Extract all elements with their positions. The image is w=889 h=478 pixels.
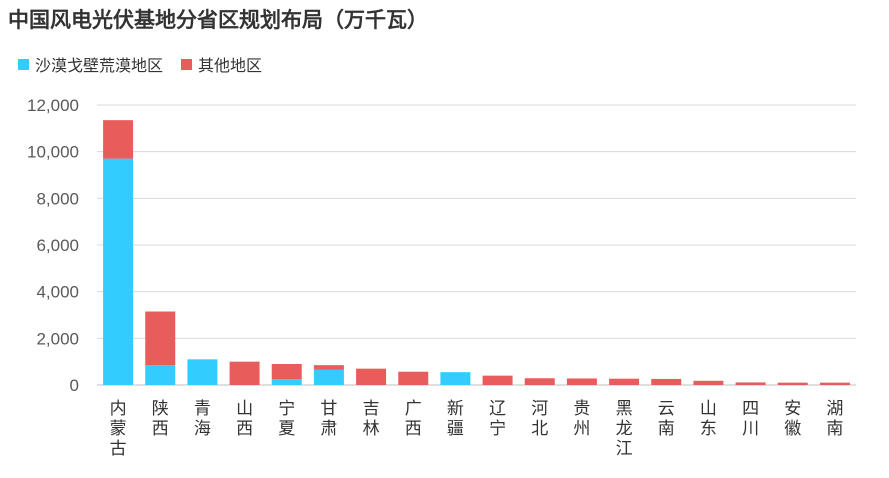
- x-category-label: 西: [405, 419, 422, 439]
- bar-segment-desert: [271, 379, 302, 385]
- bar-segment-other: [777, 382, 808, 385]
- legend-item-other: 其他地区: [181, 52, 262, 76]
- x-category-label: 新: [447, 399, 464, 419]
- legend-swatch-other: [181, 58, 193, 70]
- bar-segment-other: [145, 311, 176, 366]
- legend-label-desert: 沙漠戈壁荒漠地区: [35, 56, 164, 75]
- x-category-label: 南: [826, 419, 843, 439]
- x-category-label: 州: [573, 419, 590, 439]
- y-tick-label: 4,000: [36, 283, 79, 302]
- bar-segment-desert: [103, 158, 134, 385]
- legend-label-other: 其他地区: [198, 56, 263, 75]
- x-category-label: 河: [531, 399, 548, 419]
- legend: 沙漠戈壁荒漠地区 其他地区: [18, 52, 280, 76]
- x-category-label: 龙: [616, 419, 633, 439]
- bar-segment-other: [482, 375, 513, 385]
- bar-segment-desert: [313, 369, 344, 385]
- x-category-label: 宁: [489, 419, 506, 439]
- x-category-label: 江: [616, 439, 633, 459]
- x-category-label: 辽: [489, 399, 506, 419]
- x-category-label: 甘: [320, 399, 337, 419]
- bar-segment-other: [356, 368, 387, 385]
- bars: [103, 120, 850, 385]
- x-category-label: 山: [236, 399, 253, 419]
- x-category-label: 海: [194, 419, 211, 439]
- bar-segment-other: [609, 378, 640, 385]
- x-category-label: 吉: [363, 399, 380, 419]
- y-tick-label: 0: [70, 376, 79, 395]
- x-category-label: 广: [405, 399, 422, 419]
- x-category-label: 蒙: [110, 419, 127, 439]
- x-category-label: 宁: [278, 399, 295, 419]
- x-category-label: 四: [742, 399, 759, 419]
- x-category-label: 青: [194, 399, 211, 419]
- x-category-label: 内: [110, 399, 127, 419]
- bar-segment-other: [313, 365, 344, 370]
- x-category-label: 川: [742, 419, 759, 439]
- x-category-label: 疆: [447, 419, 464, 439]
- x-category-label: 山: [700, 399, 717, 419]
- x-category-label: 徽: [784, 419, 801, 439]
- bar-segment-other: [103, 120, 134, 159]
- x-category-label: 湖: [826, 399, 843, 419]
- y-tick-label: 12,000: [27, 96, 79, 115]
- bar-segment-desert: [440, 372, 471, 385]
- bar-segment-other: [819, 382, 850, 385]
- bar-segment-other: [651, 378, 682, 385]
- bar-segment-other: [398, 371, 429, 385]
- x-category-label: 林: [363, 419, 380, 439]
- bar-segment-other: [229, 361, 260, 385]
- legend-swatch-desert: [18, 58, 29, 70]
- x-category-label: 东: [700, 419, 717, 439]
- y-tick-label: 6,000: [36, 236, 79, 255]
- x-category-label: 贵: [573, 399, 590, 419]
- x-category-label: 西: [152, 419, 169, 439]
- y-tick-label: 2,000: [36, 329, 79, 348]
- gridlines: [97, 104, 856, 386]
- x-category-label: 西: [236, 419, 253, 439]
- bar-segment-other: [566, 378, 597, 385]
- x-category-label: 黑: [616, 399, 633, 419]
- bar-segment-desert: [187, 359, 218, 385]
- y-tick-label: 10,000: [27, 143, 79, 162]
- y-axis: 0 2,000 4,000 6,000 8,000 10,000 12,000: [27, 96, 79, 395]
- x-category-label: 北: [531, 419, 548, 439]
- x-category-label: 陕: [152, 399, 169, 419]
- chart-title: 中国风电光伏基地分省区规划布局（万千瓦）: [8, 7, 428, 32]
- legend-item-desert: 沙漠戈壁荒漠地区: [18, 52, 163, 76]
- bar-segment-other: [271, 364, 302, 380]
- x-category-label: 肃: [320, 419, 337, 439]
- bar-segment-other: [693, 380, 724, 385]
- y-tick-label: 8,000: [36, 189, 79, 208]
- x-category-label: 南: [658, 419, 675, 439]
- bar-segment-desert: [145, 365, 176, 385]
- x-category-label: 安: [784, 399, 801, 419]
- x-category-label: 古: [110, 439, 127, 459]
- bar-segment-other: [524, 378, 555, 385]
- bar-segment-other: [735, 382, 766, 385]
- x-category-label: 夏: [278, 419, 295, 439]
- x-category-label: 云: [658, 399, 675, 419]
